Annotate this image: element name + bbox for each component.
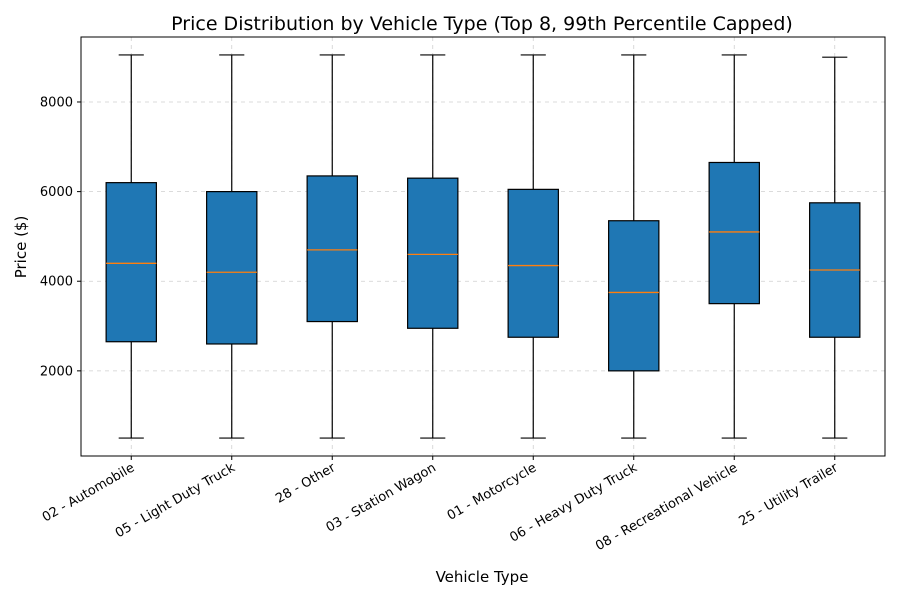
- box-group: [708, 54, 760, 439]
- box-group: [105, 54, 157, 439]
- y-ticks: 2000 4000 6000 8000: [40, 95, 81, 379]
- box-iqr: [708, 161, 760, 305]
- y-tick-label: 8000: [40, 95, 73, 110]
- chart-title: Price Distribution by Vehicle Type (Top …: [171, 13, 793, 35]
- box-group: [608, 54, 660, 439]
- box-group: [206, 54, 258, 439]
- x-axis-label: Vehicle Type: [436, 568, 529, 586]
- y-axis-label: Price ($): [12, 216, 30, 279]
- box-iqr: [306, 175, 358, 323]
- box-group: [507, 54, 559, 439]
- box-iqr: [105, 182, 157, 343]
- box-iqr: [206, 191, 258, 345]
- plot-frame: [80, 36, 886, 457]
- y-tick-label: 6000: [40, 185, 73, 200]
- box-iqr: [407, 177, 459, 329]
- box-iqr: [608, 220, 660, 372]
- box-group: [407, 54, 459, 439]
- box-group: [306, 54, 358, 439]
- box-iqr: [507, 188, 559, 338]
- boxes: [105, 54, 861, 439]
- box-group: [809, 56, 861, 439]
- y-tick-label: 4000: [40, 275, 73, 290]
- y-tick-label: 2000: [40, 364, 73, 379]
